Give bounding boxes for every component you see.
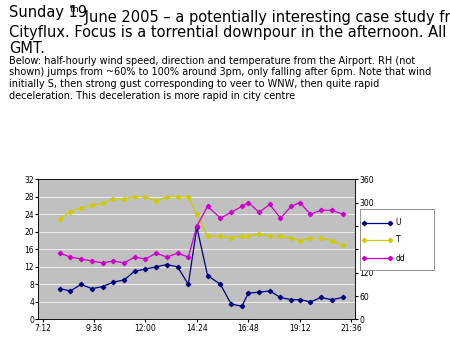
Text: U: U	[396, 218, 401, 227]
Text: T: T	[396, 235, 400, 244]
FancyBboxPatch shape	[360, 210, 434, 270]
Text: th: th	[70, 5, 80, 14]
Text: Sunday 19: Sunday 19	[9, 5, 87, 20]
Text: Below: half-hourly wind speed, direction and temperature from the Airport. RH (n: Below: half-hourly wind speed, direction…	[9, 56, 431, 101]
Text: GMT.: GMT.	[9, 41, 45, 56]
Text: dd: dd	[396, 254, 405, 263]
Text: June 2005 – a potentially interesting case study from: June 2005 – a potentially interesting ca…	[80, 10, 450, 25]
Text: Cityflux. Focus is a torrential downpour in the afternoon. All times: Cityflux. Focus is a torrential downpour…	[9, 25, 450, 40]
